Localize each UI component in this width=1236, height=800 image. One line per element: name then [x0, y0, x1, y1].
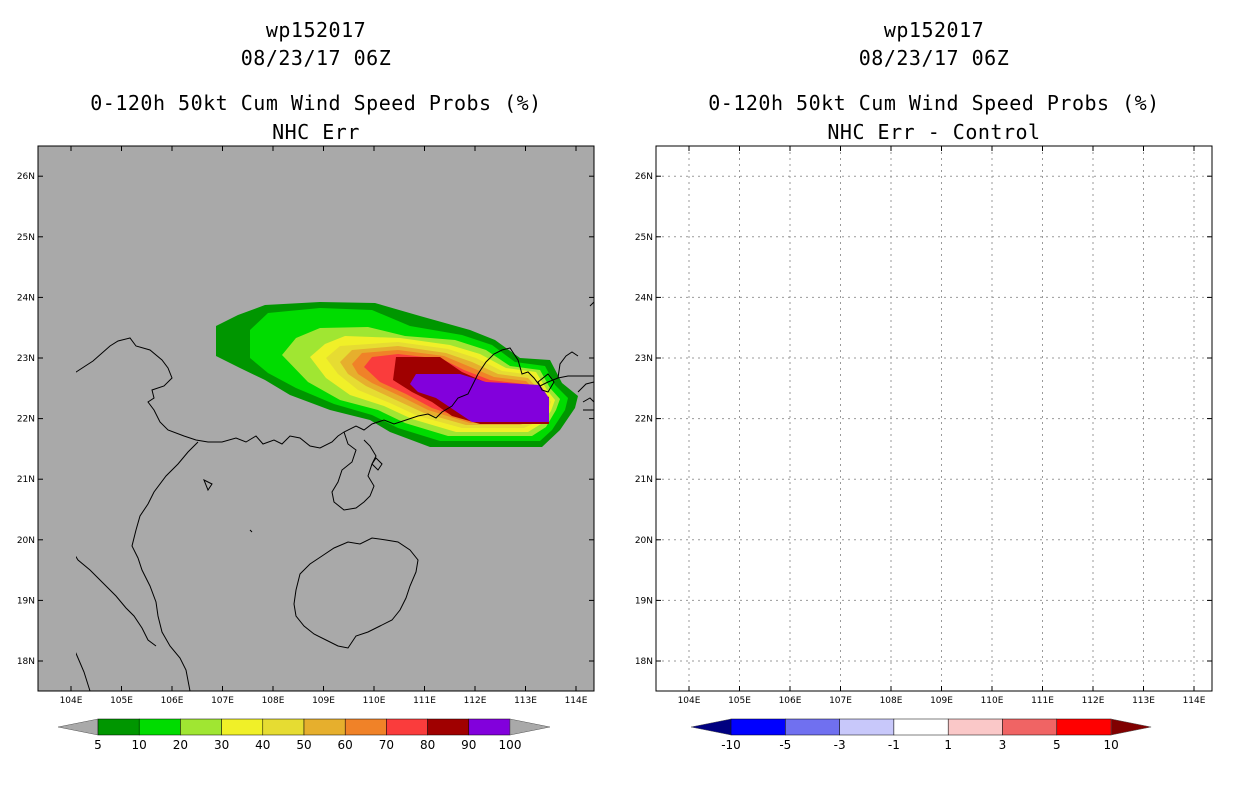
- left-lat-label: 19N: [17, 596, 35, 606]
- left-datetime: 08/23/17 06Z: [240, 46, 392, 70]
- right-subtitle: NHC Err - Control: [827, 120, 1041, 144]
- left-lon-label: 109E: [312, 696, 335, 706]
- left-colorbar-label: 30: [214, 738, 229, 752]
- left-lon-label: 112E: [464, 696, 487, 706]
- left-lat-label: 23N: [17, 354, 35, 364]
- left-colorbar: 5 10 20 30 40 50 60 70 80 90 100: [57, 718, 551, 752]
- left-lat-label: 25N: [17, 233, 35, 243]
- right-colorbar-segment: [893, 718, 949, 736]
- right-colorbar-segment: [1002, 718, 1058, 736]
- right-lat-label: 18N: [635, 657, 653, 667]
- left-colorbar-label: 10: [132, 738, 147, 752]
- right-colorbar-label: 3: [999, 738, 1007, 752]
- right-lon-label: 109E: [930, 696, 953, 706]
- right-lat-label: 26N: [635, 172, 653, 182]
- right-colorbar-label: -1: [888, 738, 900, 752]
- left-colorbar-segment: [386, 718, 428, 736]
- left-lon-label: 104E: [60, 696, 83, 706]
- left-lon-label: 106E: [161, 696, 184, 706]
- right-colorbar-label: 1: [944, 738, 952, 752]
- right-colorbar-segment: [947, 718, 1003, 736]
- right-product-title: 0-120h 50kt Cum Wind Speed Probs (%): [708, 91, 1160, 115]
- left-lon-label: 108E: [262, 696, 285, 706]
- right-lon-label: 107E: [829, 696, 852, 706]
- left-lon-label: 107E: [211, 696, 234, 706]
- right-axes: 104E 105E 106E 107E 108E 109E 110E 111E 112E 113E…: [635, 146, 1212, 706]
- left-lat-label: 20N: [17, 536, 35, 546]
- left-colorbar-over-arrow: [509, 718, 551, 736]
- left-lon-label: 110E: [363, 696, 386, 706]
- right-lat-label: 24N: [635, 293, 653, 303]
- right-lat-label: 23N: [635, 354, 653, 364]
- left-colorbar-segment: [262, 718, 305, 736]
- left-colorbar-segment: [221, 718, 264, 736]
- right-lat-label: 25N: [635, 233, 653, 243]
- left-lat-label: 26N: [17, 172, 35, 182]
- right-datetime: 08/23/17 06Z: [858, 46, 1010, 70]
- left-colorbar-label: 40: [255, 738, 270, 752]
- left-lat-label: 21N: [17, 475, 35, 485]
- right-lon-label: 108E: [880, 696, 903, 706]
- right-map-panel: 104E 105E 106E 107E 108E 109E 110E 111E 112E 113E…: [635, 145, 1213, 706]
- left-lon-label: 113E: [514, 696, 537, 706]
- left-colorbar-label: 20: [173, 738, 188, 752]
- left-lat-label: 18N: [17, 657, 35, 667]
- right-lat-label: 20N: [635, 536, 653, 546]
- left-colorbar-segment: [138, 718, 181, 736]
- right-colorbar-segment: [1056, 718, 1112, 736]
- right-colorbar-segment: [839, 718, 895, 736]
- left-colorbar-segment: [427, 718, 470, 736]
- right-colorbar-label: -10: [721, 738, 741, 752]
- right-storm-id: wp152017: [883, 18, 985, 42]
- left-colorbar-segment: [344, 718, 387, 736]
- left-colorbar-label: 100: [499, 738, 522, 752]
- right-lon-label: 113E: [1132, 696, 1155, 706]
- left-lon-label: 111E: [413, 696, 436, 706]
- left-colorbar-under-arrow: [57, 718, 99, 736]
- left-subtitle: NHC Err: [272, 120, 360, 144]
- right-colorbar-segment: [785, 718, 840, 736]
- contour-90: [410, 374, 549, 422]
- right-lon-label: 111E: [1031, 696, 1054, 706]
- left-lon-label: 105E: [110, 696, 133, 706]
- right-lon-label: 110E: [981, 696, 1004, 706]
- left-colorbar-segment: [180, 718, 222, 736]
- right-lon-label: 114E: [1183, 696, 1206, 706]
- left-lon-label: 114E: [565, 696, 588, 706]
- right-lon-label: 106E: [779, 696, 802, 706]
- right-lat-label: 22N: [635, 415, 653, 425]
- left-colorbar-label: 70: [379, 738, 394, 752]
- right-colorbar-label: 10: [1103, 738, 1118, 752]
- right-gridlines: [656, 146, 1212, 691]
- left-colorbar-segment: [468, 718, 511, 736]
- left-product-title: 0-120h 50kt Cum Wind Speed Probs (%): [90, 91, 542, 115]
- right-colorbar-under-arrow: [690, 718, 732, 736]
- right-colorbar: -10 -5 -3 -1 1 3 5 10: [690, 718, 1152, 752]
- right-colorbar-label: -3: [834, 738, 846, 752]
- right-colorbar-over-arrow: [1110, 718, 1152, 736]
- right-colorbar-segment: [730, 718, 786, 736]
- left-colorbar-label: 5: [94, 738, 102, 752]
- left-colorbar-segment: [303, 718, 346, 736]
- left-colorbar-label: 90: [461, 738, 476, 752]
- right-lat-label: 21N: [635, 475, 653, 485]
- left-colorbar-label: 60: [338, 738, 353, 752]
- left-lat-label: 22N: [17, 415, 35, 425]
- left-colorbar-label: 80: [420, 738, 435, 752]
- left-colorbar-segment: [97, 718, 140, 736]
- left-probability-contours: [216, 302, 578, 447]
- left-colorbar-label: 50: [296, 738, 311, 752]
- left-map-panel: 104E 105E 106E 107E 108E 109E 110E 111E 112E 113E…: [17, 145, 595, 706]
- right-lon-label: 112E: [1082, 696, 1105, 706]
- left-storm-id: wp152017: [265, 18, 367, 42]
- right-colorbar-label: -5: [779, 738, 791, 752]
- left-lat-label: 24N: [17, 293, 35, 303]
- right-colorbar-label: 5: [1053, 738, 1061, 752]
- right-lon-label: 104E: [678, 696, 701, 706]
- right-lat-label: 19N: [635, 596, 653, 606]
- left-axes: 104E 105E 106E 107E 108E 109E 110E 111E 112E 113E…: [17, 146, 594, 706]
- right-lon-label: 105E: [728, 696, 751, 706]
